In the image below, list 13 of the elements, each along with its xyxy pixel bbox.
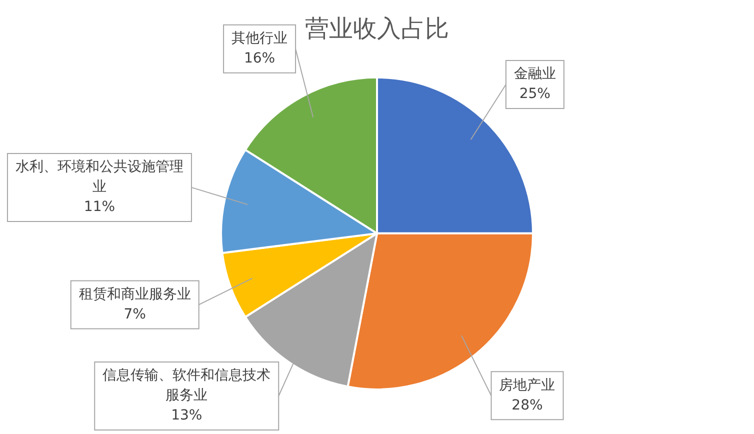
slice-label: 房地产业 [499,377,556,394]
data-label: 28% [512,397,543,414]
chart-title: 营业收入占比 [305,14,449,43]
data-label: 13% [171,408,202,424]
slice-label: 其他行业 [232,30,288,46]
slice-label: 金融业 [514,66,556,82]
data-label: 16% [244,50,276,66]
slice-label: 租赁和商业服务业 [78,286,191,302]
slice-label: 水利、环境和公共设施管理业 [15,159,184,196]
data-label: 11% [84,199,116,216]
slice-label: 信息传输、软件和信息技术服务业 [102,368,271,404]
data-label: 7% [124,306,146,322]
data-label: 25% [519,86,550,102]
